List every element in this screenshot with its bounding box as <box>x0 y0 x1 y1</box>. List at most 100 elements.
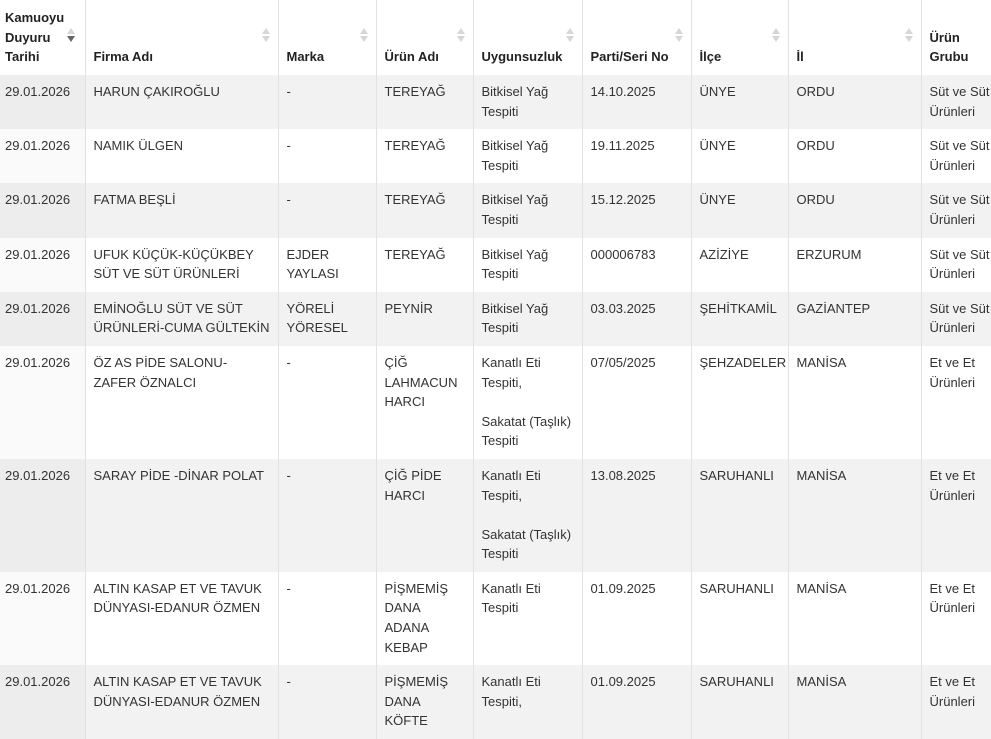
table-cell: ERZURUM <box>787 237 922 292</box>
column-header-5[interactable]: Parti/Seri No <box>581 0 692 75</box>
table-cell: Bitkisel Yağ Tespiti <box>472 75 583 130</box>
table-cell: 13.08.2025 <box>581 458 692 572</box>
column-header-label: Ürün Grubu <box>929 29 969 65</box>
table-cell: ÜNYE <box>690 183 789 238</box>
sort-arrows-icon[interactable] <box>771 28 780 44</box>
table-cell: MANİSA <box>787 345 922 459</box>
table-cell: ŞEHZADELER <box>690 345 789 459</box>
table-cell: EJDER YAYLASI <box>277 237 377 292</box>
table-cell: Süt ve Süt Ürünleri <box>920 75 991 130</box>
table-row: 29.01.2026 UFUK KÜÇÜK-KÜÇÜKBEY SÜT VE SÜT… <box>0 237 991 292</box>
table-cell: NAMIK ÜLGEN <box>84 129 279 184</box>
table-cell: HARUN ÇAKIROĞLU <box>84 75 279 130</box>
table-row: 29.01.2026 EMİNOĞLU SÜT VE SÜT ÜRÜNLERİ-C… <box>0 291 991 346</box>
table-cell: - <box>277 129 377 184</box>
table-cell: - <box>277 183 377 238</box>
table-cell: - <box>277 571 377 666</box>
table-cell: PİŞMEMİŞ DANA ADANA KEBAP <box>375 571 474 666</box>
table-cell: Süt ve Süt Ürünleri <box>920 237 991 292</box>
table-cell: TEREYAĞ <box>375 237 474 292</box>
table-cell: 19.11.2025 <box>581 129 692 184</box>
table-row: 29.01.2026 FATMA BEŞLİ - TEREYAĞ Bitkisel Ya… <box>0 183 991 238</box>
table-cell: ÜNYE <box>690 129 789 184</box>
table-cell: PEYNİR <box>375 291 474 346</box>
table-cell: TEREYAĞ <box>375 183 474 238</box>
table-cell: 29.01.2026 <box>0 237 86 292</box>
column-header-8[interactable]: Ürün Grubu <box>920 0 991 75</box>
table-cell: 29.01.2026 <box>0 291 86 346</box>
table-cell: Kanatlı Eti Tespiti <box>472 571 583 666</box>
sort-arrows-icon[interactable] <box>66 28 75 44</box>
column-header-label: Parti/Seri No <box>590 49 669 65</box>
table-cell: 01.09.2025 <box>581 571 692 666</box>
sort-arrows-icon[interactable] <box>456 28 465 44</box>
table-cell: SARUHANLI <box>690 665 789 739</box>
column-header-label: Firma Adı <box>93 49 153 65</box>
sort-arrows-icon[interactable] <box>674 28 683 44</box>
cell-text: Kanatlı Eti Tespiti, Sakatat (Taşlık) Te… <box>481 467 572 562</box>
table-cell: GAZİANTEP <box>787 291 922 346</box>
cell-text: Kanatlı Eti Tespiti, Sakatat (Taşlık) Te… <box>481 354 572 449</box>
table-cell: - <box>277 75 377 130</box>
table-row: 29.01.2026 ÖZ AS PİDE SALONU-ZAFER ÖZNALC… <box>0 345 991 459</box>
table-cell: TEREYAĞ <box>375 129 474 184</box>
column-header-3[interactable]: Ürün Adı <box>375 0 474 75</box>
table-cell: 29.01.2026 <box>0 345 86 459</box>
table-cell: FATMA BEŞLİ <box>84 183 279 238</box>
table-row: 29.01.2026 HARUN ÇAKIROĞLU - TEREYAĞ Bitkise… <box>0 75 991 130</box>
table-cell: MANİSA <box>787 571 922 666</box>
table-cell: EMİNOĞLU SÜT VE SÜT ÜRÜNLERİ-CUMA GÜLTEK… <box>84 291 279 346</box>
column-header-7[interactable]: İl <box>787 0 922 75</box>
table-cell: ŞEHİTKAMİL <box>690 291 789 346</box>
table-cell: 15.12.2025 <box>581 183 692 238</box>
table-cell: Et ve Et Ürünleri <box>920 458 991 572</box>
table-cell: UFUK KÜÇÜK-KÜÇÜKBEY SÜT VE SÜT ÜRÜNLERİ <box>84 237 279 292</box>
sort-arrows-icon[interactable] <box>565 28 574 44</box>
table-cell: Kanatlı Eti Tespiti, Sakatat (Taşlık) Te… <box>472 458 583 572</box>
sort-arrows-icon[interactable] <box>359 28 368 44</box>
table-cell: PİŞMEMİŞ DANA KÖFTE <box>375 665 474 739</box>
column-header-4[interactable]: Uygunsuzluk <box>472 0 583 75</box>
table-cell: 29.01.2026 <box>0 458 86 572</box>
column-header-label: Marka <box>286 49 325 65</box>
table-cell: ÖZ AS PİDE SALONU-ZAFER ÖZNALCI <box>84 345 279 459</box>
column-header-label: Kamuoyu Duyuru Tarihi <box>5 10 65 65</box>
table-cell: ALTIN KASAP ET VE TAVUK DÜNYASI-EDANUR Ö… <box>84 571 279 666</box>
table-cell: Kanatlı Eti Tespiti, Sakatat (Taşlık) Te… <box>472 345 583 459</box>
column-header-2[interactable]: Marka <box>277 0 377 75</box>
table-cell: ORDU <box>787 183 922 238</box>
table-cell: Bitkisel Yağ Tespiti <box>472 183 583 238</box>
table-cell: Bitkisel Yağ Tespiti <box>472 237 583 292</box>
table-cell: - <box>277 458 377 572</box>
table-cell: Bitkisel Yağ Tespiti <box>472 291 583 346</box>
sort-arrows-icon[interactable] <box>904 28 913 44</box>
table-cell: Kanatlı Eti Tespiti, <box>472 665 583 739</box>
table-cell: YÖRELİ YÖRESEL <box>277 291 377 346</box>
column-header-label: İl <box>796 49 804 65</box>
table-cell: 29.01.2026 <box>0 129 86 184</box>
sort-arrows-icon[interactable] <box>261 28 270 44</box>
table-cell: SARUHANLI <box>690 458 789 572</box>
table-cell: MANİSA <box>787 665 922 739</box>
column-header-label: Ürün Adı <box>384 49 439 65</box>
table-cell: ORDU <box>787 75 922 130</box>
table-cell: 07/05/2025 <box>581 345 692 459</box>
table-cell: MANİSA <box>787 458 922 572</box>
table-cell: Et ve Et Ürünleri <box>920 571 991 666</box>
column-header-6[interactable]: İlçe <box>690 0 789 75</box>
table-row: 29.01.2026 ALTIN KASAP ET VE TAVUK DÜNYAS… <box>0 665 991 739</box>
table-cell: SARUHANLI <box>690 571 789 666</box>
table-row: 29.01.2026 ALTIN KASAP ET VE TAVUK DÜNYAS… <box>0 571 991 666</box>
table-cell: ÜNYE <box>690 75 789 130</box>
table-cell: - <box>277 665 377 739</box>
table-cell: - <box>277 345 377 459</box>
column-header-1[interactable]: Firma Adı <box>84 0 279 75</box>
table-cell: ÇİĞ PİDE HARCI <box>375 458 474 572</box>
column-header-label: İlçe <box>699 49 722 65</box>
table-cell: Bitkisel Yağ Tespiti <box>472 129 583 184</box>
table-cell: Et ve Et Ürünleri <box>920 665 991 739</box>
table-cell: 14.10.2025 <box>581 75 692 130</box>
table-cell: ORDU <box>787 129 922 184</box>
column-header-0[interactable]: Kamuoyu Duyuru Tarihi <box>0 0 86 75</box>
table-cell: 29.01.2026 <box>0 665 86 739</box>
